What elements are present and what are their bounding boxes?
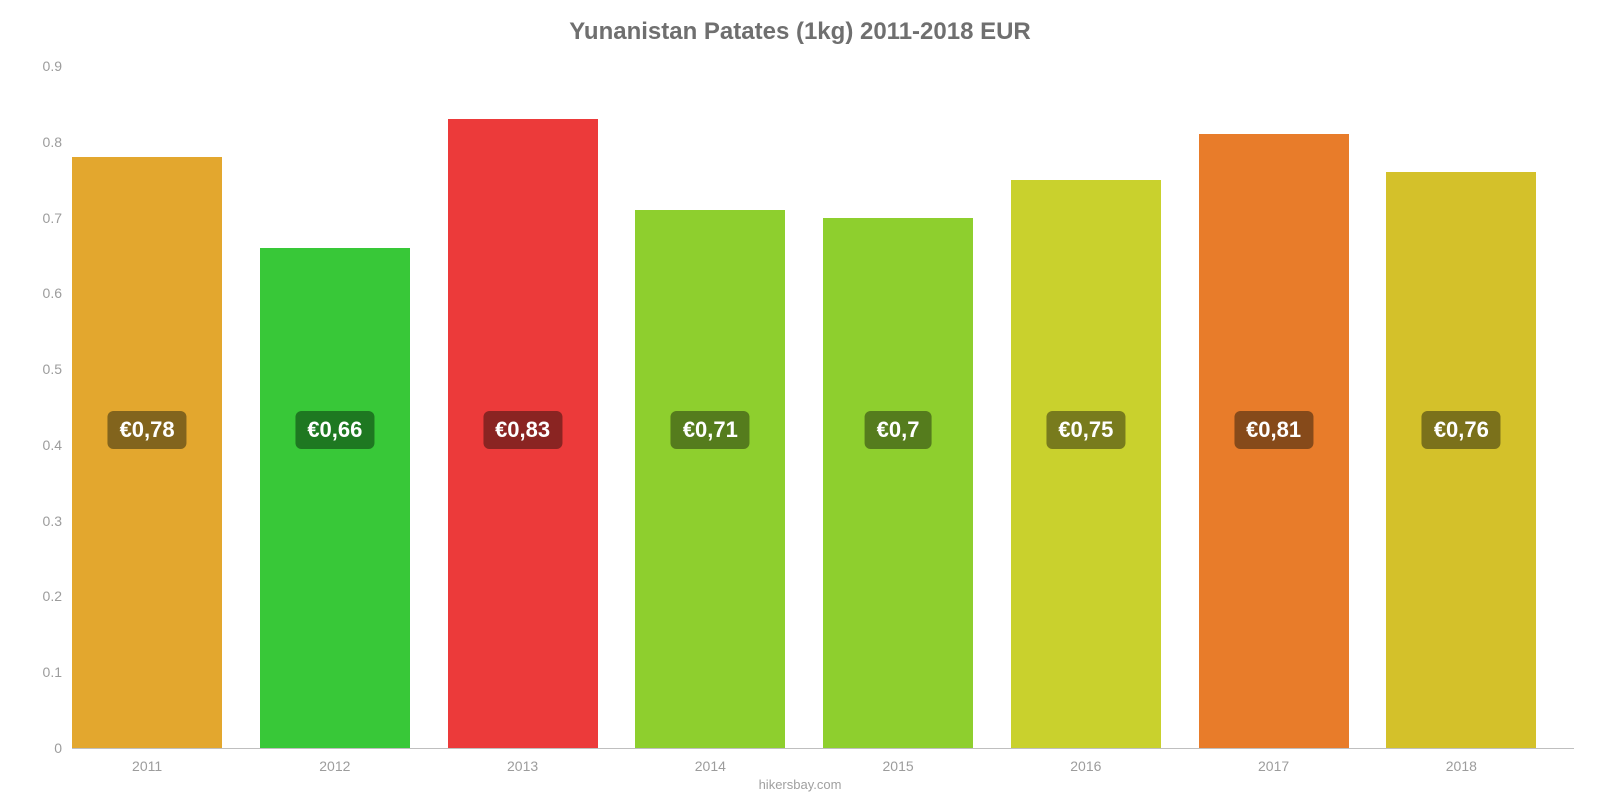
bar-value-badge: €0,71 (671, 411, 750, 449)
bar (1386, 172, 1536, 748)
x-tick-label: 2014 (695, 748, 726, 774)
chart-footer: hikersbay.com (0, 777, 1600, 792)
plot-area: 00.10.20.30.40.50.60.70.80.9€0,782011€0,… (72, 66, 1574, 748)
x-tick-label: 2013 (507, 748, 538, 774)
y-tick-label: 0.9 (43, 58, 72, 74)
chart-title: Yunanistan Patates (1kg) 2011-2018 EUR (0, 18, 1600, 46)
bar (823, 218, 973, 748)
bar (1011, 180, 1161, 748)
y-tick-label: 0.5 (43, 361, 72, 377)
bar-value-badge: €0,7 (865, 411, 932, 449)
bar (260, 248, 410, 748)
x-tick-label: 2017 (1258, 748, 1289, 774)
bar (635, 210, 785, 748)
x-tick-label: 2018 (1446, 748, 1477, 774)
y-tick-label: 0.8 (43, 134, 72, 150)
y-tick-label: 0 (54, 740, 72, 756)
x-tick-label: 2015 (883, 748, 914, 774)
chart-container: Yunanistan Patates (1kg) 2011-2018 EUR 0… (0, 0, 1600, 800)
y-tick-label: 0.3 (43, 513, 72, 529)
y-tick-label: 0.2 (43, 588, 72, 604)
x-tick-label: 2012 (319, 748, 350, 774)
y-tick-label: 0.4 (43, 437, 72, 453)
bar-value-badge: €0,66 (295, 411, 374, 449)
y-tick-label: 0.1 (43, 664, 72, 680)
baseline (72, 748, 1574, 749)
bar-value-badge: €0,81 (1234, 411, 1313, 449)
x-tick-label: 2016 (1070, 748, 1101, 774)
bar-value-badge: €0,83 (483, 411, 562, 449)
bar-value-badge: €0,76 (1422, 411, 1501, 449)
x-tick-label: 2011 (132, 748, 162, 774)
bar-value-badge: €0,75 (1046, 411, 1125, 449)
bar-value-badge: €0,78 (108, 411, 187, 449)
y-tick-label: 0.7 (43, 210, 72, 226)
bar (72, 157, 222, 748)
y-tick-label: 0.6 (43, 285, 72, 301)
